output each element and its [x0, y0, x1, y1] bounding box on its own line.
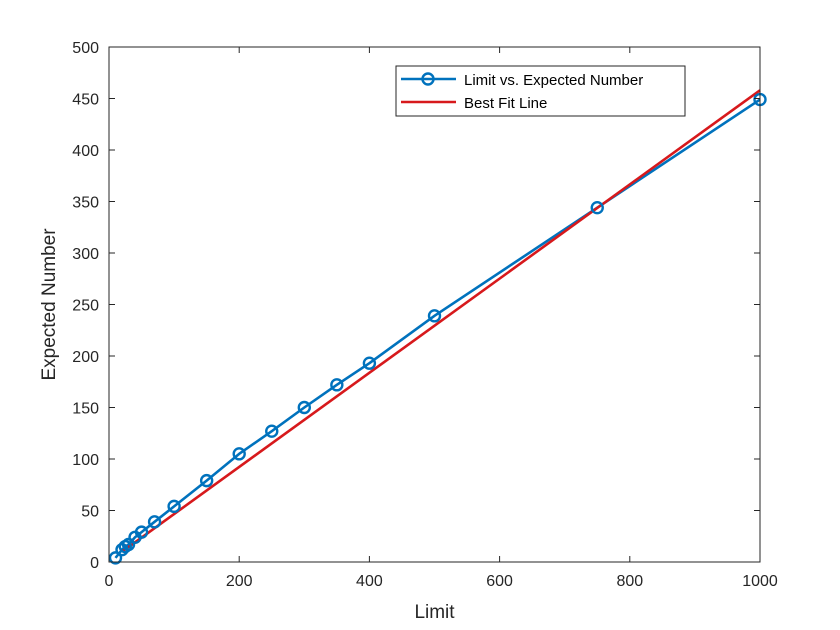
data-point — [147, 515, 162, 529]
data-point — [297, 400, 311, 415]
x-tick-label: 800 — [616, 573, 643, 590]
y-tick-label: 450 — [72, 92, 99, 109]
data-point — [265, 424, 279, 438]
data-point — [121, 537, 136, 552]
legend: Limit vs. Expected Number Best Fit Line — [395, 65, 686, 117]
x-tick-label: 600 — [486, 573, 513, 590]
y-axis: 0 50 100 150 200 250 300 350 400 450 500 — [72, 40, 760, 572]
series-line-best-fit — [121, 89, 761, 553]
y-tick-label: 150 — [72, 401, 99, 418]
x-tick-label: 400 — [356, 573, 383, 590]
series-layer — [108, 89, 767, 565]
x-tick-label: 200 — [226, 573, 253, 590]
data-point — [362, 356, 377, 370]
data-point — [199, 473, 214, 488]
y-tick-label: 350 — [72, 195, 99, 212]
x-axis: 0 200 400 600 800 1000 — [105, 47, 778, 590]
legend-marker-limit-vs-expected — [421, 72, 435, 86]
legend-entry-limit-vs-expected: Limit vs. Expected Number — [401, 72, 643, 89]
legend-label-limit-vs-expected: Limit vs. Expected Number — [464, 72, 643, 89]
y-tick-label: 200 — [72, 349, 99, 366]
y-tick-label: 50 — [81, 504, 99, 521]
y-tick-label: 300 — [72, 246, 99, 263]
y-tick-label: 250 — [72, 298, 99, 315]
data-point — [167, 499, 181, 514]
legend-box — [395, 65, 686, 117]
legend-entry-best-fit: Best Fit Line — [401, 95, 547, 112]
legend-label-best-fit: Best Fit Line — [464, 95, 547, 112]
y-tick-label: 400 — [72, 143, 99, 160]
y-tick-label: 0 — [90, 555, 99, 572]
data-point — [427, 309, 442, 323]
data-point — [232, 447, 246, 461]
data-point — [108, 551, 123, 565]
x-tick-label: 1000 — [742, 573, 778, 590]
y-tick-label: 500 — [72, 40, 99, 57]
data-point — [330, 378, 344, 392]
x-tick-label: 0 — [105, 573, 114, 590]
plot-area — [109, 47, 760, 562]
data-point — [134, 525, 149, 539]
data-point — [590, 200, 604, 215]
y-axis-label: Expected Number — [39, 228, 60, 381]
y-tick-label: 100 — [72, 452, 99, 469]
series-line-limit-vs-expected — [114, 98, 761, 559]
x-axis-label: Limit — [414, 602, 455, 623]
